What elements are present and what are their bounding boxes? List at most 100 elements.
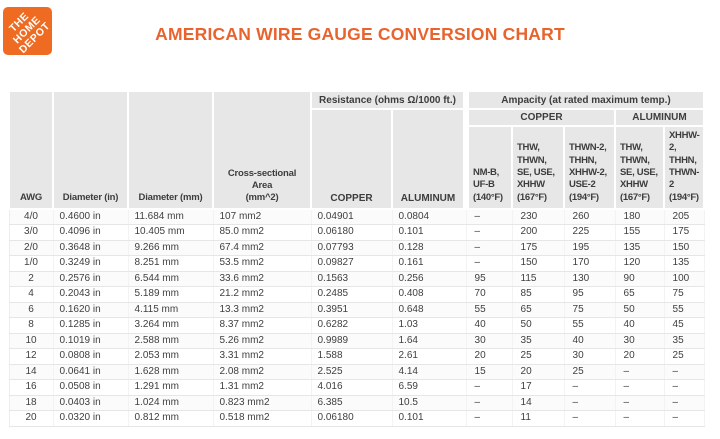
table-row: 18 0.0403 in 1.024 mm 0.823 mm2 6.385 10.5–14… <box>8 395 705 412</box>
cell: 2.61 <box>392 348 467 365</box>
cell: 0.0508 in <box>53 379 129 396</box>
cell: 33.6 mm2 <box>213 271 312 288</box>
cell: 53.5 mm2 <box>213 255 312 272</box>
table-row: 1/0 0.3249 in 8.251 mm 53.5 mm2 0.09827 0.161… <box>8 255 705 272</box>
cell: 20 <box>8 410 54 427</box>
cell: 0.6282 <box>311 317 393 334</box>
cell: – <box>466 224 513 241</box>
table-row: 14 0.0641 in 1.628 mm 2.08 mm2 2.525 4.14 15 20… <box>8 364 705 381</box>
cell: 14 <box>8 364 54 381</box>
cell: 1.64 <box>392 333 467 350</box>
cell: 0.0804 <box>392 209 467 226</box>
col-header-cross-section: Cross-sectional Area (mm^2) <box>212 89 312 211</box>
page-title: AMERICAN WIRE GAUGE CONVERSION CHART <box>155 24 565 44</box>
table-row: 20 0.0320 in 0.812 mm 0.518 mm2 0.06180 0.101… <box>8 410 705 427</box>
cell: 13.3 mm2 <box>213 302 312 319</box>
cell: – <box>664 410 705 427</box>
cell: – <box>466 240 513 257</box>
cell: 107 mm2 <box>213 209 312 226</box>
cell: 12 <box>8 348 54 365</box>
cell: 0.408 <box>392 286 467 303</box>
cell: 21.2 mm2 <box>213 286 312 303</box>
cell: 2.08 mm2 <box>213 364 312 381</box>
table-row: 16 0.0508 in 1.291 mm 1.31 mm2 4.016 6.59–17–… <box>8 379 705 396</box>
col-header-nmb-ufb: NM-B, UF-B (140°F) <box>463 124 514 211</box>
cell: 0.2485 <box>311 286 393 303</box>
col-header-aluminum-xhhw2: XHHW-2, THHN, THWN-2 (194°F) <box>663 124 706 211</box>
cell: 130 <box>564 271 616 288</box>
group-header-ampacity: Ampacity (at rated maximum temp.) <box>463 90 706 110</box>
cell: 2.588 mm <box>128 333 214 350</box>
cell: – <box>615 395 665 412</box>
cell: 55 <box>664 302 705 319</box>
cell: 170 <box>564 255 616 272</box>
cell: 0.256 <box>392 271 467 288</box>
cell: 135 <box>615 240 665 257</box>
col-header-awg: AWG <box>8 89 54 211</box>
cell: 3.31 mm2 <box>213 348 312 365</box>
cell: 95 <box>564 286 616 303</box>
header-row-materials: COPPER ALUMINUM COPPER ALUMINUM <box>9 107 706 211</box>
cell: 1.588 <box>311 348 393 365</box>
cell: 1/0 <box>8 255 54 272</box>
cell: 205 <box>664 209 705 226</box>
cell: 10.5 <box>392 395 467 412</box>
cell: 0.3648 in <box>53 240 129 257</box>
cell: 30 <box>466 333 513 350</box>
cell: – <box>615 379 665 396</box>
cell: 90 <box>615 271 665 288</box>
group-header-ampacity-aluminum: ALUMINUM <box>614 108 706 127</box>
table-row: 10 0.1019 in 2.588 mm 5.26 mm2 0.9989 1.64 30 3… <box>8 333 705 350</box>
cell: 0.101 <box>392 224 467 241</box>
cell: 95 <box>466 271 513 288</box>
group-header-resistance: Resistance (ohms Ω/1000 ft.) <box>309 90 468 110</box>
cell: 0.0641 in <box>53 364 129 381</box>
cell: 85 <box>512 286 565 303</box>
cell: 200 <box>512 224 565 241</box>
cell: 0.1620 in <box>53 302 129 319</box>
cell: 4.115 mm <box>128 302 214 319</box>
cell: 0.06180 <box>311 224 393 241</box>
cell: 0.0808 in <box>53 348 129 365</box>
cell: 8.251 mm <box>128 255 214 272</box>
header-row-groups: AWG Diameter (in) Diameter (mm) Cross-se… <box>8 89 706 211</box>
cell: 14 <box>512 395 565 412</box>
cell: 25 <box>564 364 616 381</box>
cell: 1.31 mm2 <box>213 379 312 396</box>
cell: – <box>615 364 665 381</box>
cell: 5.26 mm2 <box>213 333 312 350</box>
cell: 4.016 <box>311 379 393 396</box>
cell: 0.04901 <box>311 209 393 226</box>
cell: 9.266 mm <box>128 240 214 257</box>
col-header-resistance-copper: COPPER <box>310 107 393 211</box>
cell: 65 <box>615 286 665 303</box>
cell: – <box>466 379 513 396</box>
cell: 175 <box>664 224 705 241</box>
cell: 11 <box>512 410 565 427</box>
cell: 40 <box>466 317 513 334</box>
cell: 65 <box>512 302 565 319</box>
cell: 25 <box>512 348 565 365</box>
cell: 1.024 mm <box>128 395 214 412</box>
cell: 155 <box>615 224 665 241</box>
cell: – <box>466 209 513 226</box>
cell: 35 <box>664 333 705 350</box>
cell: 1.628 mm <box>128 364 214 381</box>
cell: 4/0 <box>8 209 54 226</box>
group-header-ampacity-copper: COPPER <box>463 108 617 127</box>
cell: 6.385 <box>311 395 393 412</box>
header-row-wire-types: NM-B, UF-B (140°F) THW, THWN, SE, USE, X… <box>9 124 706 211</box>
cell: 40 <box>564 333 616 350</box>
col-header-copper-thwn2: THWN-2, THHN, XHHW-2, USE-2 (194°F) <box>563 124 617 211</box>
table-row: 2/0 0.3648 in 9.266 mm 67.4 mm2 0.07793 0.128… <box>8 240 705 257</box>
cell: – <box>466 255 513 272</box>
cell: 120 <box>615 255 665 272</box>
cell: – <box>564 395 616 412</box>
cell: 0.1019 in <box>53 333 129 350</box>
cell: – <box>466 395 513 412</box>
cell: 40 <box>615 317 665 334</box>
cell: 0.1285 in <box>53 317 129 334</box>
cell: 6 <box>8 302 54 319</box>
col-header-resistance-aluminum: ALUMINUM <box>390 107 468 211</box>
cell: 67.4 mm2 <box>213 240 312 257</box>
